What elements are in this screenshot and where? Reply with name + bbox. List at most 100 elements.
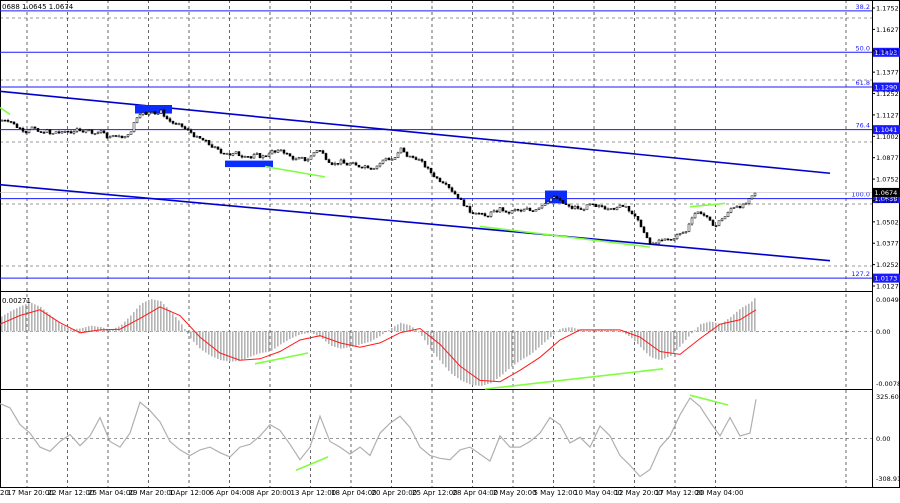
macd-hist-bar bbox=[721, 323, 723, 332]
candle-body bbox=[291, 155, 295, 160]
candle-body bbox=[324, 153, 328, 160]
macd-hist-bar bbox=[379, 331, 381, 337]
candle-body bbox=[558, 198, 562, 201]
macd-hist-bar bbox=[25, 304, 27, 332]
macd-hist-bar bbox=[196, 331, 198, 346]
candle-body bbox=[678, 232, 682, 235]
candle-body bbox=[183, 126, 187, 130]
candle-body bbox=[726, 212, 730, 218]
candle-body bbox=[21, 128, 25, 132]
candle-body bbox=[753, 192, 757, 197]
macd-hist-bar bbox=[187, 331, 189, 334]
macd-hist-bar bbox=[643, 331, 645, 351]
macd-hist-bar bbox=[316, 331, 318, 336]
candle-body bbox=[240, 155, 244, 158]
grid bbox=[0, 0, 900, 488]
candle-body bbox=[375, 165, 379, 169]
macd-hist-bar bbox=[628, 331, 630, 336]
candle-body bbox=[384, 157, 388, 161]
macd-hist-bar bbox=[631, 331, 633, 339]
macd-hist-bar bbox=[181, 324, 183, 332]
macd-hist-bar bbox=[664, 331, 666, 359]
macd-hist-bar bbox=[469, 331, 471, 385]
macd-hist-bar bbox=[376, 331, 378, 339]
macd-hist-bar bbox=[43, 309, 45, 332]
fib-price-tag bbox=[873, 273, 900, 283]
candle-body bbox=[543, 203, 547, 206]
upper-channel-line bbox=[0, 90, 831, 175]
macd-hist-bar bbox=[304, 331, 306, 334]
macd-hist-bar bbox=[418, 331, 420, 333]
candle-body bbox=[192, 132, 196, 138]
candle-body bbox=[606, 208, 610, 211]
candle-body bbox=[15, 123, 19, 128]
candle-body bbox=[315, 150, 319, 153]
candle-body bbox=[369, 167, 373, 170]
macd-hist-bar bbox=[493, 331, 495, 382]
macd-hist-bar bbox=[589, 330, 591, 332]
fib-price-tag-text: 1.1290 bbox=[875, 84, 898, 92]
macd-hist-bar bbox=[481, 331, 483, 386]
macd-hist-bar bbox=[94, 326, 96, 332]
candle-body bbox=[645, 232, 649, 239]
candle-body bbox=[492, 210, 496, 213]
candle-body bbox=[486, 215, 490, 218]
macd-hist-bar bbox=[682, 331, 684, 344]
macd-hist-bar bbox=[688, 331, 690, 337]
macd-hist-bar bbox=[250, 331, 252, 357]
price-tick-label: 1.1252 bbox=[876, 90, 899, 98]
macd-hist-bar bbox=[385, 331, 387, 333]
macd-hist-bar bbox=[697, 327, 699, 332]
candle-body bbox=[390, 159, 394, 161]
candle-body bbox=[615, 207, 619, 210]
candle-body bbox=[579, 208, 583, 210]
macd-hist-bar bbox=[562, 328, 564, 332]
candle-body bbox=[333, 163, 337, 165]
candle-body bbox=[348, 162, 352, 166]
macd-hist-bar bbox=[604, 329, 606, 332]
macd-hist-bar bbox=[253, 331, 255, 356]
divergence-line bbox=[0, 106, 11, 116]
candle-body bbox=[465, 205, 469, 208]
candle-body bbox=[735, 205, 739, 208]
price-tick-label: 1.0127 bbox=[876, 283, 899, 291]
candle-body bbox=[330, 162, 334, 165]
candle-body bbox=[555, 196, 559, 199]
candle-body bbox=[132, 122, 136, 133]
macd-hist-bar bbox=[637, 331, 639, 345]
macd-hist-bar bbox=[691, 331, 693, 334]
macd-hist-bar bbox=[337, 331, 339, 348]
macd-hist-bar bbox=[298, 331, 300, 336]
candle-body bbox=[396, 152, 400, 158]
candle-body bbox=[99, 130, 103, 133]
cci-divergence bbox=[295, 394, 729, 471]
candle-body bbox=[303, 157, 307, 162]
macd-hist-bar bbox=[577, 329, 579, 332]
candle-body bbox=[507, 211, 511, 214]
macd-hist-bar bbox=[568, 327, 570, 332]
candle-body bbox=[417, 159, 421, 161]
macd-hist-bar bbox=[289, 331, 291, 340]
candle-body bbox=[252, 154, 256, 159]
candle-body bbox=[381, 159, 385, 164]
candle-body bbox=[39, 131, 43, 133]
lower-channel-line bbox=[0, 183, 831, 262]
divergence-line bbox=[484, 368, 664, 390]
time-tick-label: 20 May 04:00 bbox=[696, 489, 744, 497]
price-tick-label: 1.1127 bbox=[876, 111, 899, 119]
candle-body bbox=[513, 208, 517, 211]
candle-body bbox=[378, 163, 382, 167]
current-price-text: 1.0674 bbox=[875, 189, 898, 197]
macd-hist-bar bbox=[49, 314, 51, 332]
macd-hist-bar bbox=[235, 331, 237, 362]
macd-hist-bar bbox=[46, 312, 48, 332]
candle-body bbox=[666, 238, 670, 241]
macd-hist-bar bbox=[334, 331, 336, 347]
macd-hist-bar bbox=[553, 331, 555, 335]
candle-body bbox=[186, 128, 190, 131]
macd-hist-bar bbox=[406, 324, 408, 332]
macd-hist-bar bbox=[433, 331, 435, 354]
macd-hist-bar bbox=[163, 304, 165, 332]
price-tick-label: 1.1752 bbox=[876, 5, 899, 13]
candle-body bbox=[603, 206, 607, 210]
